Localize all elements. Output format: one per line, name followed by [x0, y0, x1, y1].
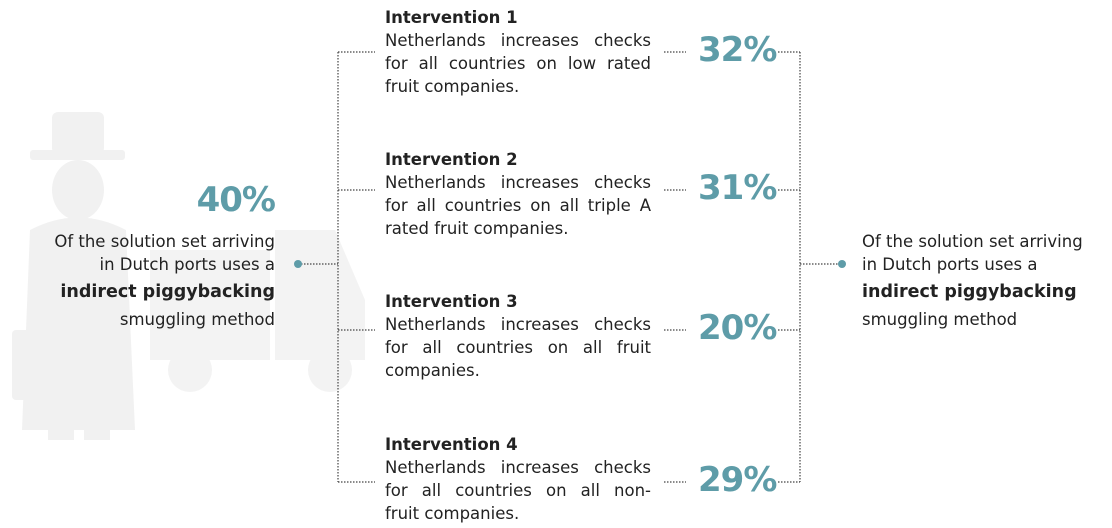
desc-line: for all countries on all non-: [385, 481, 651, 500]
right-dot: [838, 260, 846, 268]
desc-line: for all countries on all fruit: [385, 338, 651, 357]
desc-line: rated fruit companies.: [385, 219, 569, 238]
intervention: Intervention 2 Netherlands increases chec…: [385, 149, 651, 240]
intervention-title: Intervention 3: [385, 292, 518, 311]
desc-line: companies.: [385, 361, 480, 380]
left-line: smuggling method: [119, 310, 275, 329]
desc-line: fruit companies.: [385, 504, 520, 523]
intervention-desc: Netherlands increases checks for all coun…: [385, 313, 651, 382]
intervention-title: Intervention 4: [385, 435, 518, 454]
intervention-percent: 32%: [698, 30, 777, 70]
left-dot: [294, 260, 302, 268]
intervention-title: Intervention 1: [385, 8, 518, 27]
desc-line: Netherlands increases checks: [385, 31, 651, 50]
intervention-desc: Netherlands increases checks for all coun…: [385, 171, 651, 240]
connectors: [298, 52, 842, 482]
desc-line: for all countries on all triple A: [385, 196, 651, 215]
desc-line: Netherlands increases checks: [385, 315, 651, 334]
right-block: Of the solution set arriving in Dutch po…: [862, 230, 1083, 331]
intervention: Intervention 1 Netherlands increases chec…: [385, 7, 651, 98]
left-block: 40% Of the solution set arriving in Dutc…: [54, 180, 276, 331]
left-percent: 40%: [196, 180, 276, 220]
right-line: in Dutch ports uses a: [862, 255, 1038, 274]
intervention-percent: 29%: [698, 460, 777, 500]
smuggler-silhouette: [12, 112, 135, 440]
intervention: Intervention 4 Netherlands increases chec…: [385, 434, 651, 525]
left-line: in Dutch ports uses a: [99, 255, 275, 274]
right-line: Of the solution set arriving: [862, 232, 1083, 251]
desc-line: for all countries on low rated: [385, 54, 651, 73]
row-connectors: [338, 51, 800, 483]
intervention-desc: Netherlands increases checks for all coun…: [385, 29, 651, 98]
desc-line: Netherlands increases checks: [385, 173, 651, 192]
intervention: Intervention 3 Netherlands increases chec…: [385, 291, 651, 382]
intervention-title: Intervention 2: [385, 150, 518, 169]
intervention-desc: Netherlands increases checks for all coun…: [385, 456, 651, 525]
right-line: smuggling method: [862, 310, 1018, 329]
left-line-bold: indirect piggybacking: [60, 282, 275, 302]
desc-line: Netherlands increases checks: [385, 458, 651, 477]
intervention-percent: 31%: [698, 168, 777, 208]
right-line-bold: indirect piggybacking: [862, 282, 1077, 302]
desc-line: fruit companies.: [385, 77, 520, 96]
intervention-percent: 20%: [698, 308, 777, 348]
left-line: Of the solution set arriving: [54, 232, 275, 251]
